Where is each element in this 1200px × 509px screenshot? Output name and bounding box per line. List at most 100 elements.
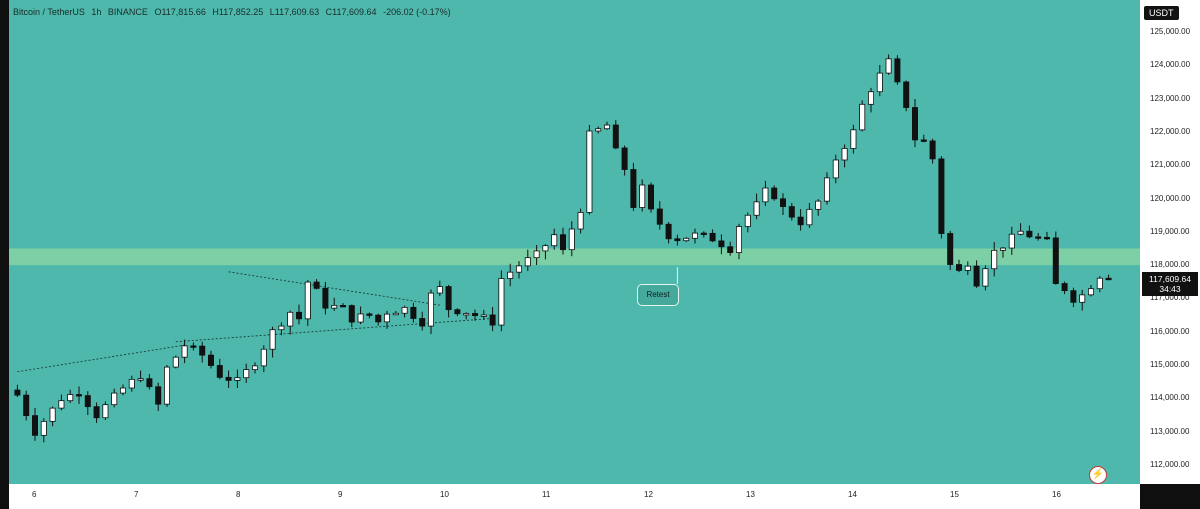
trendline [17, 344, 185, 373]
candle-down [419, 318, 426, 327]
candle-up [1008, 233, 1015, 249]
bar-countdown: 34:43 [1159, 284, 1181, 294]
candle-down [718, 240, 725, 248]
candle-down [225, 376, 232, 381]
candle-up [762, 187, 769, 203]
candle-up [163, 366, 170, 405]
candle-up [515, 265, 522, 273]
price-tick: 121,000.00 [1150, 160, 1191, 170]
candle-up [1000, 247, 1007, 251]
candle-down [780, 198, 787, 207]
candle-down [973, 265, 980, 287]
candle-up [463, 313, 470, 316]
candle-down [665, 223, 672, 240]
candle-down [630, 169, 637, 208]
candle-up [806, 208, 813, 226]
candle-up [498, 278, 505, 326]
candle-up [815, 200, 822, 210]
lightning-icon[interactable]: ⚡ [1089, 466, 1107, 484]
price-tick: 118,000.00 [1150, 260, 1190, 270]
candle-down [146, 378, 153, 388]
candle-up [181, 345, 188, 358]
candle-up [357, 313, 364, 323]
trendline [175, 317, 493, 343]
candle-down [621, 147, 628, 170]
candle-up [595, 128, 602, 132]
candle-down [366, 313, 373, 316]
high-value: H117,852.25 [212, 7, 264, 17]
candle-up [639, 184, 646, 208]
candle-up [111, 392, 118, 406]
candle-down [76, 394, 83, 397]
candle-up [304, 281, 311, 320]
candle-down [339, 305, 346, 308]
candle-up [982, 268, 989, 287]
candle-up [102, 404, 109, 419]
candle-up [137, 378, 144, 381]
interval[interactable]: 1h [91, 7, 102, 17]
candle-up [260, 348, 267, 367]
candle-up [533, 250, 540, 259]
candle-up [586, 130, 593, 213]
support-zone [9, 248, 1140, 266]
candle-up [243, 369, 250, 379]
price-axis[interactable] [1140, 0, 1200, 484]
candle-up [1017, 230, 1024, 235]
price-tick: 125,000.00 [1150, 27, 1191, 36]
time-tick: 14 [848, 490, 857, 499]
candle-down [454, 309, 461, 315]
candle-down [1061, 283, 1068, 292]
candle-down [1052, 237, 1059, 284]
candle-down [93, 406, 100, 419]
candle-down [1044, 236, 1051, 240]
price-tick: 114,000.00 [1150, 393, 1190, 403]
candle-down [31, 415, 38, 436]
candle-down [199, 345, 206, 356]
price-chart[interactable] [9, 0, 1140, 484]
candle-down [929, 140, 936, 160]
price-tick: 122,000.00 [1150, 126, 1191, 136]
candle-up [868, 91, 875, 105]
candle-up [692, 232, 699, 239]
candle-up [383, 313, 390, 323]
candlesticks [14, 54, 1112, 443]
candle-down [560, 234, 567, 251]
candle-up [832, 159, 839, 179]
candle-down [788, 206, 795, 218]
time-tick: 6 [32, 490, 37, 499]
candle-up [524, 257, 531, 267]
candle-up [859, 103, 866, 131]
candle-down [1070, 290, 1077, 303]
low-value: L117,609.63 [269, 7, 320, 17]
symbol-name[interactable]: Bitcoin / TetherUS [13, 7, 85, 17]
candle-up [401, 306, 408, 314]
candle-down [700, 232, 707, 235]
exchange: BINANCE [107, 7, 148, 17]
time-tick: 13 [746, 490, 755, 499]
candle-up [753, 201, 760, 216]
candle-up [991, 249, 998, 270]
trendlines [17, 271, 493, 373]
candle-down [709, 232, 716, 242]
candle-down [84, 395, 91, 408]
candle-up [436, 286, 443, 294]
last-price: 117,609.64 [1149, 274, 1191, 284]
candle-up [269, 329, 276, 350]
candle-down [912, 107, 919, 141]
candle-down [1026, 230, 1033, 238]
time-axis[interactable] [9, 484, 1140, 509]
candle-down [471, 313, 478, 317]
candle-down [727, 246, 734, 253]
candle-down [23, 394, 30, 416]
candle-down [612, 124, 619, 149]
candle-down [1105, 277, 1112, 281]
candle-down [1035, 236, 1042, 239]
candle-up [427, 292, 434, 327]
candle-down [674, 238, 681, 242]
candle-up [1096, 277, 1103, 290]
candle-down [894, 58, 901, 83]
last-price-label: 117,609.64 34:43 [1142, 272, 1198, 296]
currency-label[interactable]: USDT [1144, 6, 1179, 20]
price-tick: 113,000.00 [1150, 426, 1190, 436]
candle-up [683, 237, 690, 242]
